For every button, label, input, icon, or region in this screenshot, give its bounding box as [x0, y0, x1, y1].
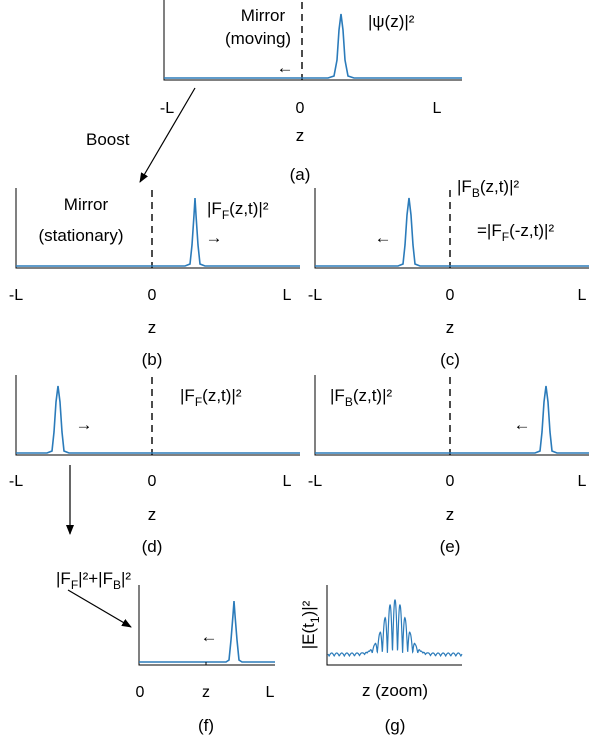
panel-b-tick-right: L — [283, 287, 292, 304]
panel-c-xlabel: z — [446, 318, 455, 337]
panel-b-xlabel: z — [148, 318, 157, 337]
panel-c-tick-mid: 0 — [446, 287, 455, 304]
panel-b-mirror-label-2: (stationary) — [38, 226, 123, 245]
panel-d: → |FF(z,t)|² -L 0 L z (d) — [9, 375, 300, 556]
panel-d-tick-right: L — [283, 473, 292, 490]
panel-b-tick-mid: 0 — [148, 287, 157, 304]
panel-a-axes — [163, 0, 462, 81]
panel-e-tick-mid: 0 — [446, 473, 455, 490]
panel-a-tick-left: -L — [160, 100, 174, 117]
panel-e-motion-arrow: ← — [514, 415, 531, 434]
panel-g-axes — [326, 585, 462, 666]
panel-c-curve-label-2: =|FF(-z,t)|² — [477, 221, 554, 244]
panel-g-caption: (g) — [385, 716, 406, 735]
panel-e: ← |FB(z,t)|² -L 0 L z (e) — [308, 375, 589, 556]
panel-a-motion-arrow: ← — [277, 58, 294, 77]
panel-f-tick-right: L — [266, 684, 275, 701]
panel-c-axes — [314, 188, 589, 269]
panel-e-wavepacket-curve — [315, 385, 589, 454]
panel-d-wavepacket-curve — [16, 385, 300, 454]
panel-e-curve-label: |FB(z,t)|² — [330, 386, 393, 409]
panel-g: |E(t1)|² z (zoom) (g) — [299, 585, 463, 735]
panel-c-caption: (c) — [440, 350, 460, 369]
panel-f-caption: (f) — [198, 716, 214, 735]
panel-a-wavepacket-curve — [164, 13, 462, 79]
panel-a-mirror-label-1: Mirror — [241, 6, 286, 25]
panel-f-wavepacket-curve — [139, 600, 275, 663]
panel-f-tick-left: 0 — [136, 684, 145, 701]
panel-b-axes — [15, 188, 300, 269]
panel-d-motion-arrow: → — [76, 415, 93, 434]
panel-e-tick-right: L — [578, 473, 587, 490]
panel-c-tick-right: L — [578, 287, 587, 304]
panel-g-xlabel: z (zoom) — [362, 681, 428, 700]
panel-d-caption: (d) — [142, 537, 163, 556]
panel-f-motion-arrow: ← — [201, 627, 218, 646]
panel-c-tick-left: -L — [308, 287, 322, 304]
panel-a-curve-label: |ψ(z)|² — [368, 12, 415, 31]
panel-e-axes — [314, 375, 589, 456]
panel-e-xlabel: z — [446, 505, 455, 524]
panel-a: Mirror (moving) ← |ψ(z)|² -L 0 L z (a) — [160, 0, 462, 184]
panel-b-mirror-label-1: Mirror — [64, 195, 109, 214]
panel-b: Mirror (stationary) → |FF(z,t)|² -L 0 L … — [9, 188, 300, 369]
panel-c-curve-label-1: |FB(z,t)|² — [457, 177, 520, 200]
panel-a-tick-mid: 0 — [296, 100, 305, 117]
panel-b-motion-arrow: → — [206, 228, 223, 247]
panel-b-curve-label: |FF(z,t)|² — [207, 199, 269, 222]
panel-f-sum-label: |FF|²+|FB|² — [56, 569, 131, 592]
panel-a-xlabel: z — [296, 126, 305, 145]
panel-f-label-pointer — [67, 589, 132, 628]
panel-d-tick-left: -L — [9, 473, 23, 490]
panel-b-caption: (b) — [142, 350, 163, 369]
panel-a-caption: (a) — [290, 165, 311, 184]
panel-a-tick-right: L — [433, 100, 442, 117]
panel-f-axes — [138, 585, 275, 666]
panel-g-interference-curve — [327, 599, 463, 658]
panel-d-xlabel: z — [148, 505, 157, 524]
boost-transform: Boost — [86, 87, 196, 183]
panel-b-wavepacket-curve — [16, 197, 300, 267]
panel-d-axes — [15, 375, 300, 456]
panel-d-tick-mid: 0 — [148, 473, 157, 490]
panel-b-tick-left: -L — [9, 287, 23, 304]
panel-g-ylabel: |E(t1)|² — [299, 600, 322, 649]
panel-a-mirror-label-2: (moving) — [225, 29, 291, 48]
panel-c-wavepacket-curve — [315, 197, 589, 267]
panel-f: |FF|²+|FB|² ← 0 z L (f) — [56, 569, 275, 735]
panel-e-caption: (e) — [440, 537, 461, 556]
panel-d-curve-label: |FF(z,t)|² — [180, 386, 242, 409]
panel-f-tick-mid: z — [202, 684, 210, 701]
panel-e-tick-left: -L — [308, 473, 322, 490]
boost-arrow — [139, 87, 196, 183]
panel-c: ← |FB(z,t)|² =|FF(-z,t)|² -L 0 L z (c) — [308, 177, 589, 369]
panel-c-motion-arrow: ← — [375, 228, 392, 247]
boost-label: Boost — [86, 130, 130, 149]
